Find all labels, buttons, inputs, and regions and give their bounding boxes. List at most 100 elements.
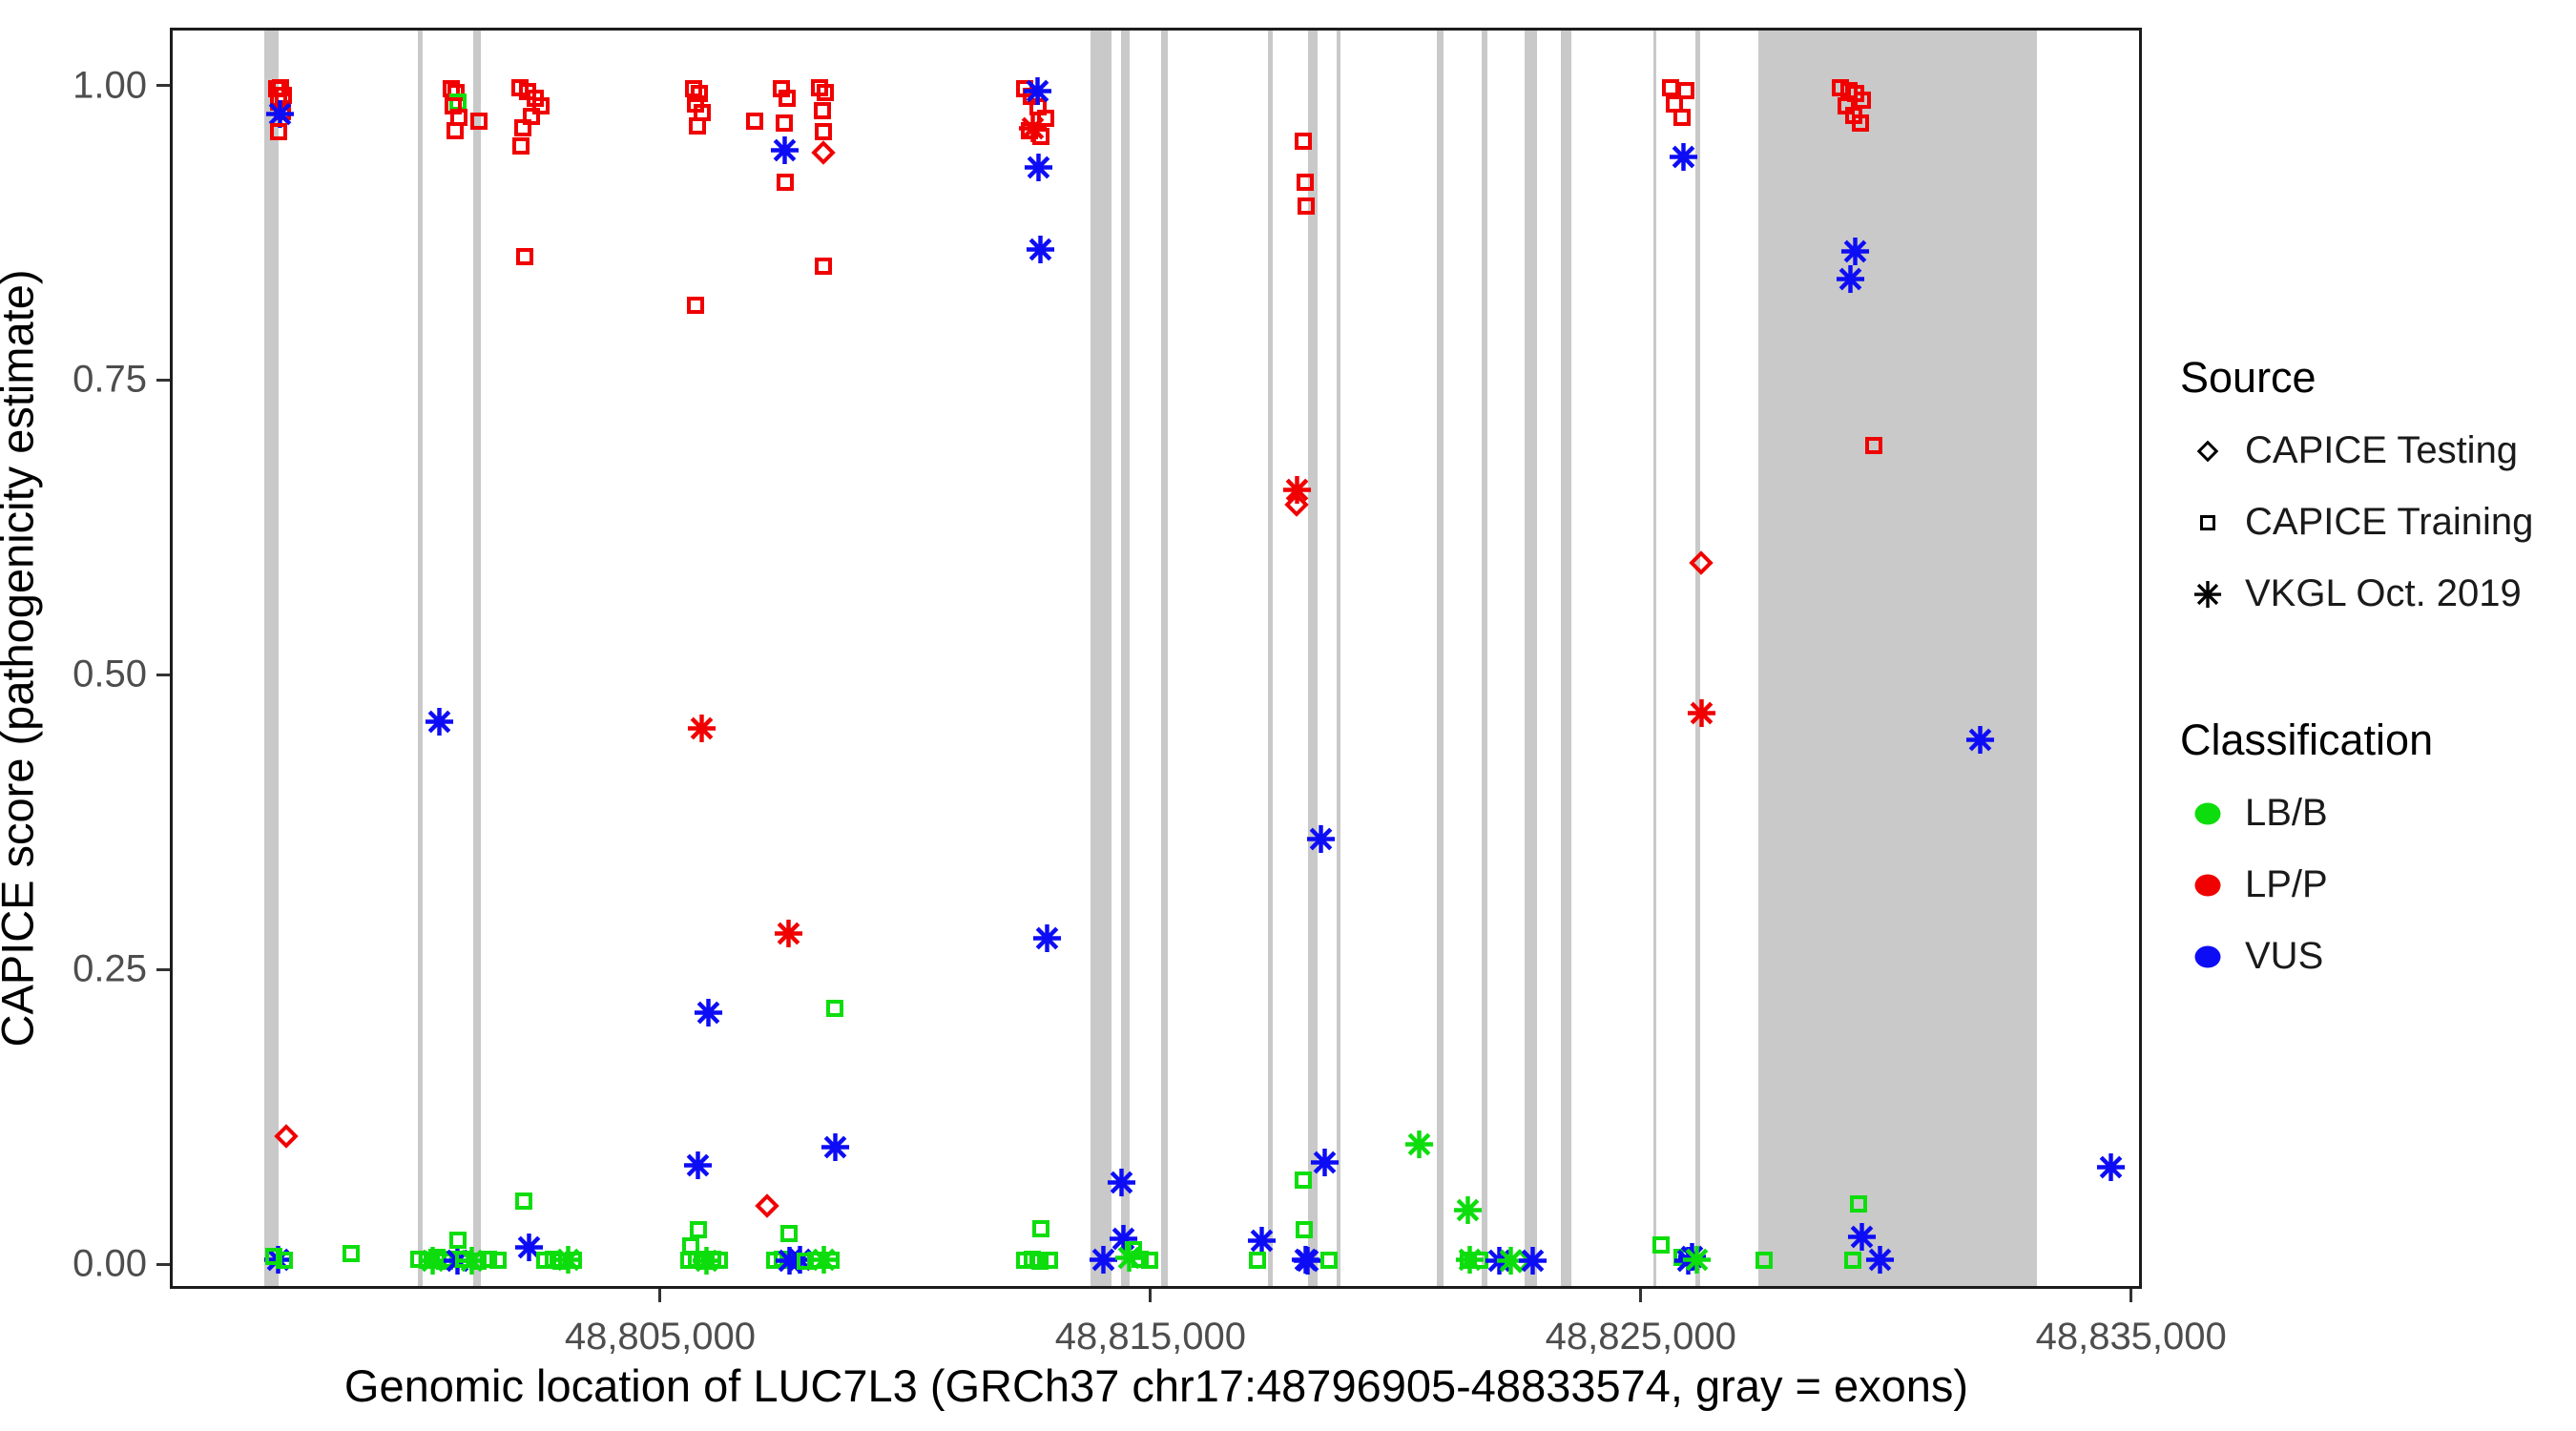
square-marker-icon — [1032, 1219, 1050, 1237]
data-point — [1018, 114, 1047, 143]
data-point — [1026, 235, 1055, 263]
asterisk-marker-icon — [1090, 1245, 1118, 1274]
asterisk-marker-icon — [1405, 1130, 1434, 1159]
square-marker-icon — [1320, 1251, 1339, 1269]
square-marker-icon — [1672, 109, 1691, 126]
data-point — [418, 1246, 447, 1275]
data-point — [687, 714, 717, 742]
square-marker-icon — [1851, 114, 1869, 133]
square-marker-icon — [469, 1253, 488, 1271]
asterisk-marker-icon — [1518, 1246, 1547, 1275]
asterisk-marker-icon — [1455, 1245, 1484, 1274]
data-point — [1965, 725, 1995, 754]
asterisk-marker-icon — [1110, 1224, 1138, 1253]
data-point — [694, 998, 723, 1027]
square-marker-icon — [778, 90, 796, 108]
y-tick-mark — [156, 673, 170, 676]
data-point — [1453, 1195, 1482, 1225]
y-tick-label: 0.00 — [73, 1242, 147, 1285]
x-tick-mark — [2129, 1289, 2133, 1302]
legend-item-label: LB/B — [2245, 792, 2328, 834]
data-point — [692, 1246, 720, 1275]
asterisk-marker-icon — [1847, 1223, 1876, 1252]
data-point — [2096, 1152, 2125, 1181]
exon-band — [1436, 31, 1444, 1286]
exon-band — [1652, 31, 1656, 1286]
legend-item-label: CAPICE Training — [2245, 501, 2534, 543]
square-marker-icon — [514, 1192, 532, 1211]
exon-band — [1695, 31, 1701, 1286]
data-point — [1109, 1224, 1138, 1253]
legend-item-label: VKGL Oct. 2019 — [2245, 572, 2522, 614]
legend-dot-icon — [2194, 874, 2221, 896]
square-marker-icon — [1652, 1235, 1671, 1254]
square-marker-icon — [513, 119, 531, 137]
asterisk-marker-icon — [821, 1132, 849, 1161]
legend-dot-icon — [2194, 802, 2221, 824]
data-point — [1840, 237, 1869, 266]
square-marker-icon — [531, 96, 550, 114]
asterisk-marker-icon — [1670, 142, 1698, 171]
asterisk-marker-icon — [1966, 725, 1995, 754]
x-tick-label: 48,825,000 — [1545, 1316, 1736, 1358]
legend-gap — [2180, 644, 2571, 716]
exon-band — [1337, 31, 1341, 1286]
x-tick-mark — [1149, 1289, 1153, 1302]
data-point — [1107, 1168, 1136, 1196]
data-point — [821, 1132, 849, 1161]
square-marker-icon — [1295, 1220, 1313, 1238]
diamond-marker-icon — [811, 140, 836, 165]
exon-band — [1561, 31, 1571, 1286]
asterisk-marker-icon — [1496, 1246, 1525, 1275]
data-point — [770, 135, 800, 165]
square-marker-icon — [269, 122, 287, 140]
square-marker-icon — [1040, 1251, 1058, 1269]
legend-item-capice-testing: CAPICE Testing — [2180, 429, 2571, 472]
data-point — [1024, 153, 1053, 181]
legend-asterisk-icon — [2193, 580, 2222, 608]
asterisk-marker-icon — [1453, 1196, 1482, 1225]
square-marker-icon — [1296, 173, 1314, 191]
legend-square-marker-icon — [2200, 514, 2215, 530]
data-point — [1847, 1222, 1876, 1252]
y-tick-mark — [156, 84, 170, 88]
square-marker-icon — [511, 136, 530, 155]
square-marker-icon — [821, 1251, 840, 1269]
legend-item-label: CAPICE Testing — [2245, 429, 2519, 471]
data-point — [1455, 1245, 1484, 1274]
exon-band — [263, 31, 279, 1286]
asterisk-marker-icon — [515, 1234, 544, 1262]
data-point — [1836, 264, 1864, 293]
data-point — [1114, 1243, 1144, 1273]
square-marker-icon — [825, 999, 843, 1017]
square-marker-icon — [1677, 81, 1695, 99]
asterisk-marker-icon — [771, 136, 800, 165]
plot-panel — [170, 28, 2142, 1289]
x-tick-label: 48,835,000 — [2035, 1316, 2227, 1358]
square-marker-icon — [1662, 79, 1680, 97]
square-marker-icon — [814, 122, 832, 140]
exon-band — [1268, 31, 1274, 1286]
diamond-marker-icon — [1689, 550, 1714, 576]
y-tick-label: 0.50 — [73, 653, 147, 695]
data-point — [1032, 923, 1062, 952]
square-marker-icon — [691, 85, 709, 103]
exon-band — [1090, 31, 1111, 1286]
asterisk-marker-icon — [688, 714, 717, 742]
square-marker-icon — [1843, 1251, 1861, 1269]
exon-band — [418, 31, 423, 1286]
square-marker-icon — [1295, 132, 1313, 150]
asterisk-marker-icon — [1027, 235, 1055, 263]
asterisk-marker-icon — [2096, 1152, 2125, 1181]
square-marker-icon — [449, 1232, 467, 1250]
data-point — [1282, 475, 1311, 504]
square-marker-icon — [1297, 197, 1315, 216]
asterisk-marker-icon — [1108, 1168, 1136, 1196]
square-marker-icon — [488, 1251, 507, 1269]
exon-band — [1160, 31, 1168, 1286]
asterisk-marker-icon — [1866, 1245, 1895, 1274]
asterisk-marker-icon — [1677, 1243, 1706, 1272]
square-marker-icon — [690, 1220, 708, 1238]
exon-band — [1525, 31, 1537, 1286]
